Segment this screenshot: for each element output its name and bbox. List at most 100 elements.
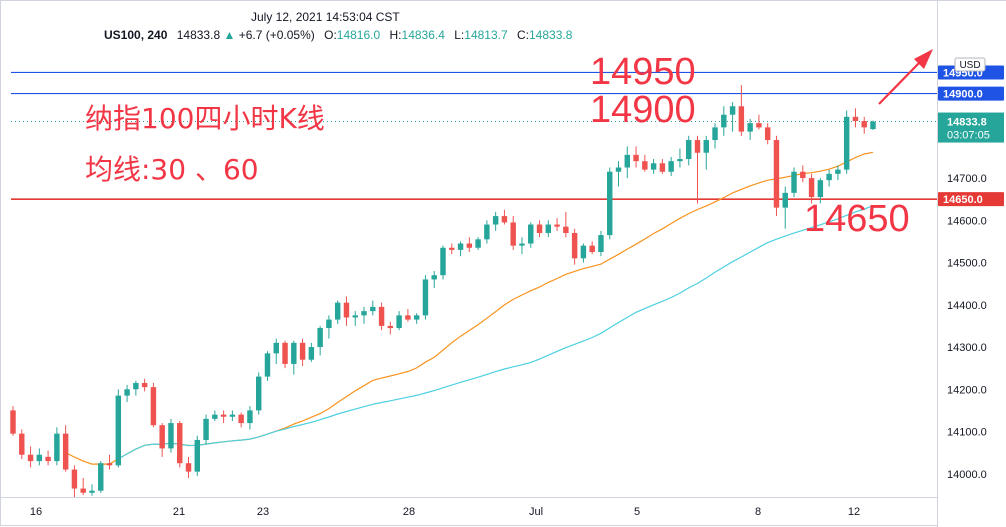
candle — [413, 313, 420, 324]
candle — [291, 340, 297, 375]
candle — [440, 245, 446, 280]
candle-body — [677, 159, 683, 162]
candle — [255, 372, 262, 415]
arrow-head-icon — [914, 49, 933, 69]
candle — [528, 222, 534, 248]
candle — [36, 448, 43, 466]
countdown-tag: 03:07:05 — [947, 130, 990, 142]
price-tick-label: 14700.0 — [947, 173, 987, 185]
candle-body — [563, 226, 569, 233]
candle-body — [317, 328, 323, 348]
candle-body — [449, 247, 455, 250]
candle-body — [721, 114, 727, 128]
candle — [370, 300, 376, 316]
candle — [615, 161, 622, 187]
time-tick-label: Jul — [529, 506, 543, 518]
candle-body — [571, 232, 578, 259]
candle — [650, 159, 657, 174]
candle — [247, 406, 253, 430]
candle-body — [756, 123, 762, 128]
candle — [141, 378, 148, 392]
annotation-14650: 14650 — [804, 198, 910, 240]
candle-body — [782, 192, 788, 208]
candle — [449, 243, 455, 255]
candle-body — [598, 235, 604, 252]
candle-body — [457, 243, 464, 250]
candle-body — [440, 247, 446, 276]
candle-body — [510, 222, 516, 246]
candle — [159, 423, 165, 457]
candle — [334, 300, 341, 324]
candle — [510, 216, 516, 250]
price-tick-label: 14200.0 — [947, 384, 987, 396]
time-tick-label: 16 — [30, 506, 42, 518]
candle-body — [141, 382, 148, 388]
candle — [589, 241, 595, 255]
candle-body — [255, 376, 262, 411]
candle — [326, 315, 332, 339]
candle-body — [273, 342, 279, 354]
candle-body — [352, 315, 358, 318]
candle-body — [370, 306, 376, 312]
candle — [387, 321, 394, 335]
currency-badge: USD — [959, 60, 980, 71]
candle — [343, 296, 350, 326]
candle-body — [54, 433, 60, 462]
candle — [492, 211, 499, 231]
open-value: 14816.0 — [336, 28, 381, 42]
candle — [536, 220, 543, 238]
candle-body — [738, 106, 745, 132]
candle-body — [650, 163, 657, 170]
time-tick-label: 23 — [257, 506, 269, 518]
candle — [685, 135, 692, 166]
candle — [501, 209, 508, 225]
candle — [773, 135, 780, 217]
candle-body — [159, 425, 165, 449]
candle — [124, 385, 130, 402]
candle-body — [212, 414, 218, 419]
candle-body — [124, 389, 130, 396]
candle — [607, 167, 613, 240]
candle — [800, 165, 806, 183]
candle — [98, 461, 104, 493]
candle-body — [580, 245, 587, 259]
candle-body — [659, 163, 666, 172]
header-datetime: July 12, 2021 14:53:04 CST — [251, 10, 400, 24]
candle-body — [800, 171, 806, 179]
candle — [580, 243, 587, 263]
candle — [229, 410, 236, 421]
candle — [659, 159, 666, 174]
high-value: 14836.4 — [401, 28, 445, 42]
candle-body — [27, 454, 34, 462]
candle — [826, 169, 832, 187]
candle-body — [10, 410, 16, 434]
candle — [45, 450, 51, 466]
candle-body — [203, 418, 209, 440]
candle-body — [413, 315, 420, 320]
candle-body — [843, 116, 850, 170]
candle-body — [519, 243, 525, 246]
candle — [782, 186, 788, 229]
candle-body — [150, 387, 157, 426]
candle — [71, 465, 78, 497]
candle — [194, 435, 201, 476]
candle — [791, 167, 797, 198]
candle-body — [808, 178, 815, 198]
candle-body — [501, 216, 508, 223]
candle — [378, 302, 385, 331]
high-label: H: — [389, 28, 402, 42]
candle — [27, 446, 34, 468]
change-arrow-icon: ▲ — [223, 28, 236, 42]
tag-14900-bg — [938, 86, 1004, 101]
currency-badge-bg — [954, 57, 986, 72]
candle — [361, 306, 367, 324]
candle-body — [773, 140, 780, 208]
price-tick-label: 14400.0 — [947, 300, 987, 312]
candle — [317, 325, 323, 356]
candle — [308, 342, 315, 362]
candle-body — [326, 319, 332, 329]
candle — [738, 85, 745, 136]
candle — [668, 156, 674, 176]
time-tick-label: 12 — [848, 506, 860, 518]
